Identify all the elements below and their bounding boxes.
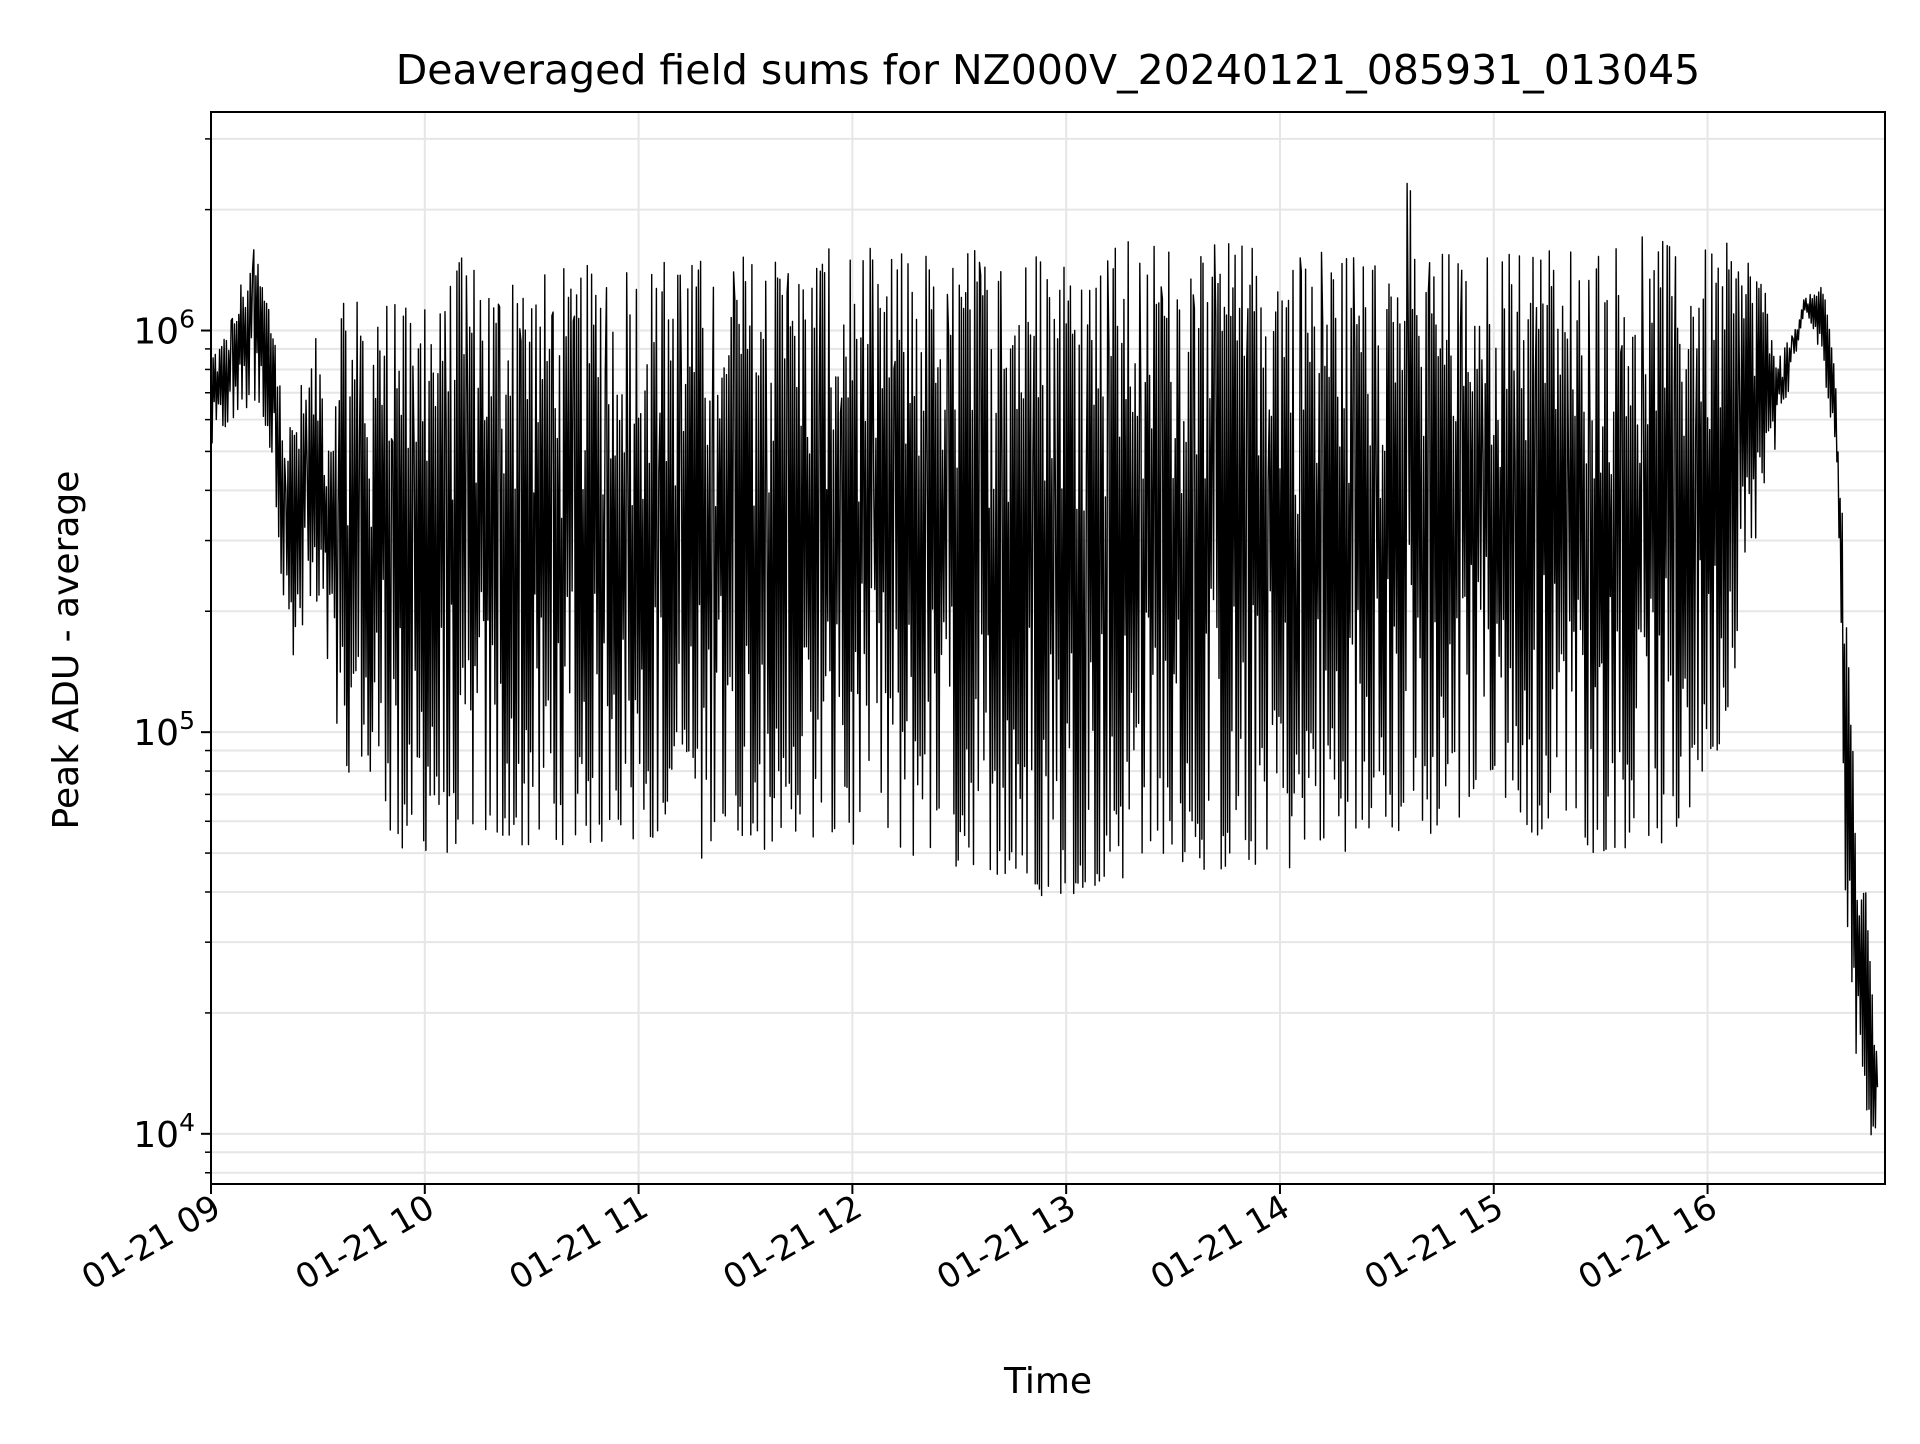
x-axis-label: Time [1003, 1361, 1092, 1402]
y-tick-label: 106 [133, 305, 195, 353]
y-tick-label: 105 [133, 706, 195, 754]
chart-title: Deaveraged field sums for NZ000V_2024012… [396, 46, 1701, 94]
y-tick-label: 104 [133, 1108, 195, 1156]
axes-frame [210, 111, 1886, 1185]
plot-area [211, 182, 1879, 1136]
y-axis-label: Peak ADU - average [46, 471, 87, 830]
series-line [211, 182, 1879, 1136]
